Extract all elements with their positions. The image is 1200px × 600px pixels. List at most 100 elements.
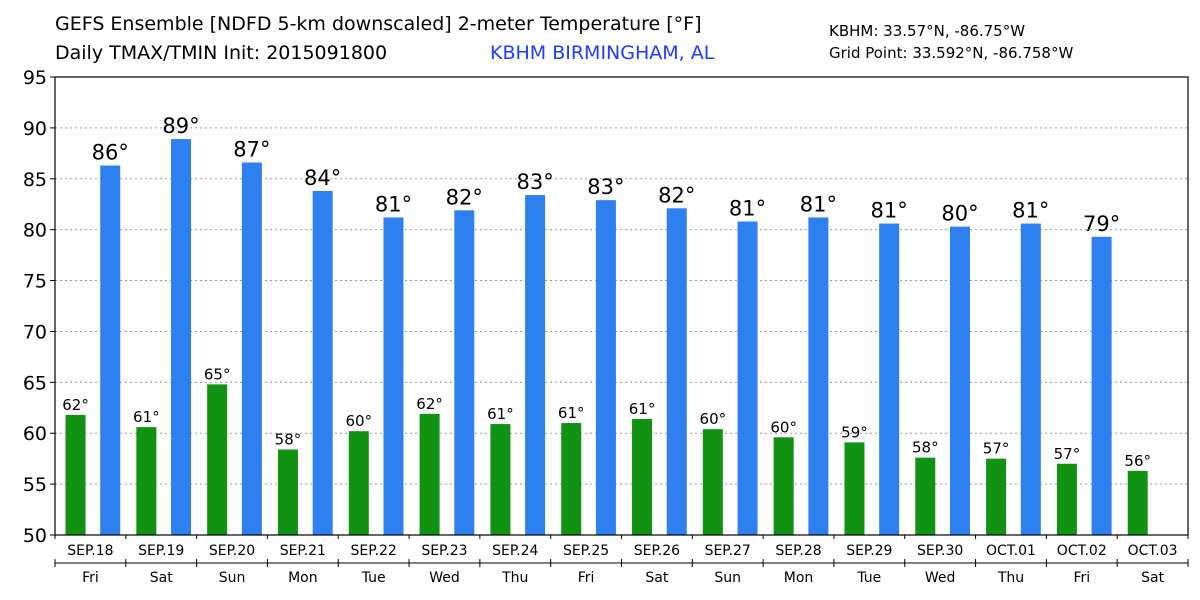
tmin-bar (702, 429, 723, 535)
tmin-value-label: 56° (1124, 452, 1151, 470)
tmax-bar (525, 195, 546, 535)
date-label: SEP.22 (351, 543, 397, 559)
tmin-bar (915, 457, 936, 535)
weekday-label: Fri (82, 570, 99, 586)
tmax-bar (241, 162, 262, 535)
weekday-label: Fri (1073, 570, 1090, 586)
tmin-bar (1127, 470, 1148, 535)
tmax-value-label: 82° (446, 185, 483, 209)
chart-subtitle: Daily TMAX/TMIN Init: 2015091800 (55, 42, 388, 64)
tmax-bar (100, 165, 121, 535)
date-label: SEP.21 (280, 543, 326, 559)
tmin-bar (348, 431, 369, 535)
tmax-value-label: 79° (1083, 212, 1120, 236)
y-tick-label: 90 (23, 118, 47, 140)
tmax-value-label: 82° (658, 183, 695, 207)
date-label: SEP.19 (138, 543, 184, 559)
tmax-value-label: 83° (516, 170, 553, 194)
date-label: SEP.20 (209, 543, 255, 559)
tmin-bar (136, 427, 157, 535)
weekday-label: Fri (578, 570, 595, 586)
tmin-value-label: 65° (204, 365, 231, 383)
grid-point-coordinates: Grid Point: 33.592°N, -86.758°W (829, 44, 1074, 62)
weekday-label: Sat (150, 570, 173, 586)
tmax-value-label: 81° (1012, 199, 1049, 223)
weekday-label: Mon (784, 570, 814, 586)
tmax-value-label: 83° (587, 175, 624, 199)
tmin-value-label: 60° (345, 412, 372, 430)
date-label: SEP.29 (846, 543, 892, 559)
weekday-label: Sun (714, 570, 741, 586)
tmin-value-label: 61° (487, 405, 514, 423)
tmin-bar (773, 437, 794, 535)
tmax-value-label: 81° (800, 192, 837, 216)
y-tick-label: 85 (23, 169, 47, 191)
tmax-bar (312, 190, 333, 536)
tmin-bar (65, 414, 86, 535)
y-tick-label: 95 (23, 67, 47, 89)
date-label: SEP.18 (67, 543, 113, 559)
y-tick-label: 60 (23, 423, 47, 445)
date-label: OCT.02 (1057, 543, 1107, 559)
weekday-label: Thu (997, 570, 1024, 586)
date-label: OCT.03 (1128, 543, 1178, 559)
date-label: SEP.30 (917, 543, 963, 559)
tmin-bar (419, 413, 440, 535)
tmin-bar (490, 424, 511, 535)
chart-title: GEFS Ensemble [NDFD 5-km downscaled] 2-m… (55, 13, 702, 35)
tmax-bar (454, 210, 475, 535)
weekday-label: Sat (645, 570, 668, 586)
tmax-bar (808, 217, 829, 535)
weekday-label: Tue (856, 570, 881, 586)
weekday-label: Wed (925, 570, 956, 586)
tmax-bar (1091, 236, 1112, 535)
tmin-bar (844, 442, 865, 535)
tmax-value-label: 80° (941, 202, 978, 226)
tmin-value-label: 59° (841, 423, 868, 441)
y-tick-label: 55 (23, 474, 47, 496)
tmax-value-label: 86° (92, 141, 129, 165)
date-label: SEP.25 (563, 543, 609, 559)
tmin-bar (1056, 463, 1077, 535)
y-tick-label: 70 (23, 321, 47, 343)
tmax-bar (1020, 223, 1041, 535)
date-label: OCT.01 (986, 543, 1036, 559)
tmin-value-label: 57° (1054, 445, 1081, 463)
date-label: SEP.26 (634, 543, 680, 559)
weekday-label: Thu (501, 570, 528, 586)
date-label: SEP.23 (421, 543, 467, 559)
tmin-value-label: 57° (983, 440, 1010, 458)
tmax-value-label: 81° (375, 192, 412, 216)
tmax-value-label: 81° (871, 199, 908, 223)
weekday-label: Tue (361, 570, 386, 586)
tmax-value-label: 81° (729, 197, 766, 221)
tmax-bar (595, 200, 616, 535)
tmin-value-label: 61° (629, 400, 656, 418)
tmin-value-label: 61° (133, 408, 160, 426)
tmax-value-label: 89° (162, 114, 199, 138)
station-coordinates: KBHM: 33.57°N, -86.75°W (829, 22, 1026, 40)
tmin-value-label: 60° (770, 418, 797, 436)
tmin-value-label: 58° (912, 439, 939, 457)
date-label: SEP.24 (492, 543, 538, 559)
tmin-bar (277, 449, 298, 535)
y-tick-label: 50 (23, 525, 47, 547)
tmin-bar (986, 458, 1007, 535)
tmin-value-label: 60° (700, 410, 727, 428)
tmin-value-label: 62° (416, 395, 443, 413)
tmin-value-label: 62° (62, 396, 89, 414)
tmin-value-label: 58° (275, 431, 302, 449)
tmax-bar (666, 208, 687, 535)
tmax-bar (171, 139, 192, 535)
tmin-bar (561, 423, 582, 535)
tmax-bar (879, 223, 900, 535)
tmax-value-label: 84° (304, 166, 341, 190)
tmax-bar (383, 217, 404, 535)
tmax-bar (949, 226, 970, 535)
weekday-label: Mon (288, 570, 318, 586)
tmax-bar (737, 221, 758, 535)
y-tick-label: 75 (23, 271, 47, 293)
y-tick-label: 65 (23, 372, 47, 394)
tmin-bar (632, 418, 653, 535)
